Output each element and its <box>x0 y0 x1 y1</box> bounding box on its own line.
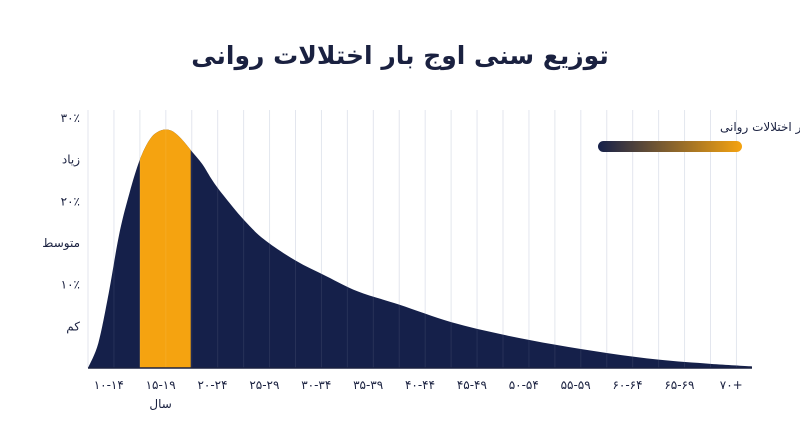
y-tick-label: ۱۰٪ <box>61 278 80 292</box>
y-tick-label: متوسط <box>42 236 80 251</box>
x-tick-label: ۱۵-۱۹ <box>146 378 176 392</box>
legend: بار اختلالات روانی <box>598 120 800 152</box>
chart-title: توزیع سنی اوج بار اختلالات روانی <box>191 41 609 71</box>
y-axis-ticks: ۳۰٪ زیاد ۲۰٪ متوسط ۱۰٪ کم <box>42 111 80 333</box>
x-tick-label: ۴۵-۴۹ <box>457 378 487 392</box>
x-tick-label: ۲۵-۲۹ <box>249 378 279 392</box>
x-tick-label: ۷۰+ <box>720 378 743 392</box>
x-tick-label: ۳۰-۳۴ <box>301 378 331 392</box>
y-tick-label: ۳۰٪ <box>61 111 80 125</box>
x-axis-ticks: ۱۰-۱۴ ۱۵-۱۹ ۲۰-۲۴ ۲۵-۲۹ ۳۰-۳۴ ۳۵-۳۹ ۴۰-۴۴ ۴۵-۴۹… <box>94 378 743 392</box>
x-tick-label: ۲۰-۲۴ <box>197 378 227 392</box>
series-area <box>88 129 752 368</box>
legend-label: بار اختلالات روانی <box>720 120 800 135</box>
highlight-band-15-19 <box>139 129 191 368</box>
y-tick-label: ۲۰٪ <box>61 194 80 208</box>
y-tick-label: زیاد <box>62 153 80 168</box>
x-tick-label: ۶۰-۶۴ <box>612 378 642 392</box>
x-tick-label: ۳۵-۳۹ <box>353 378 383 392</box>
x-axis-label: سال <box>149 397 171 411</box>
x-tick-label: ۵۰-۵۴ <box>509 378 539 392</box>
x-tick-label: ۱۰-۱۴ <box>94 378 124 392</box>
legend-gradient-bar <box>598 141 742 152</box>
x-tick-label: ۵۵-۵۹ <box>561 378 591 392</box>
y-tick-label: کم <box>66 319 80 333</box>
x-tick-label: ۴۰-۴۴ <box>405 378 435 392</box>
x-tick-label: ۶۵-۶۹ <box>664 378 694 392</box>
